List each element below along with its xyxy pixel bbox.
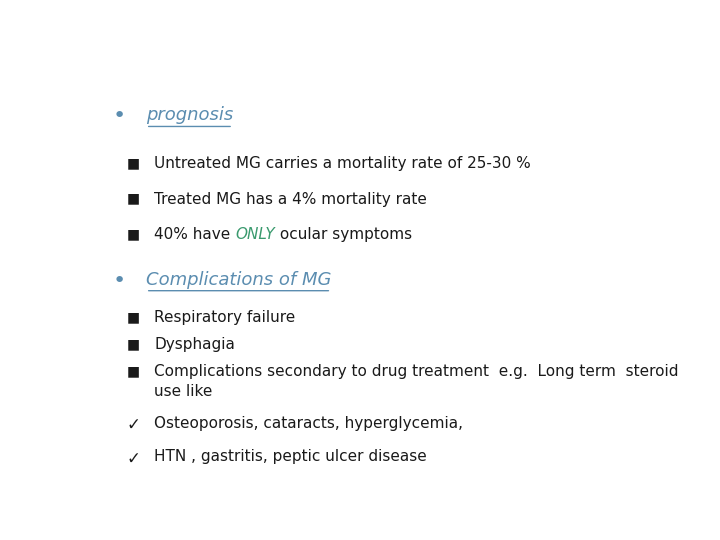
Text: prognosis: prognosis	[145, 106, 233, 124]
Text: ONLY: ONLY	[235, 227, 275, 242]
Text: Treated MG has a 4% mortality rate: Treated MG has a 4% mortality rate	[154, 192, 427, 207]
Text: HTN , gastritis, peptic ulcer disease: HTN , gastritis, peptic ulcer disease	[154, 449, 427, 464]
Text: Osteoporosis, cataracts, hyperglycemia,: Osteoporosis, cataracts, hyperglycemia,	[154, 416, 463, 431]
Text: ■: ■	[126, 364, 140, 378]
Text: ocular symptoms: ocular symptoms	[275, 227, 412, 242]
Text: Dysphagia: Dysphagia	[154, 337, 235, 352]
Text: ✓: ✓	[126, 416, 140, 434]
Text: ■: ■	[126, 192, 140, 206]
Text: ✓: ✓	[126, 449, 140, 468]
Text: 40% have: 40% have	[154, 227, 235, 242]
Text: Respiratory failure: Respiratory failure	[154, 310, 295, 325]
Text: Complications secondary to drug treatment  e.g.  Long term  steroid
use like: Complications secondary to drug treatmen…	[154, 364, 679, 399]
Text: ■: ■	[126, 337, 140, 351]
Text: ■: ■	[126, 310, 140, 324]
Text: ■: ■	[126, 156, 140, 170]
Text: •: •	[112, 271, 125, 291]
Text: ■: ■	[126, 227, 140, 241]
Text: Complications of MG: Complications of MG	[145, 271, 331, 288]
Text: Untreated MG carries a mortality rate of 25-30 %: Untreated MG carries a mortality rate of…	[154, 156, 531, 171]
Text: •: •	[112, 106, 125, 126]
